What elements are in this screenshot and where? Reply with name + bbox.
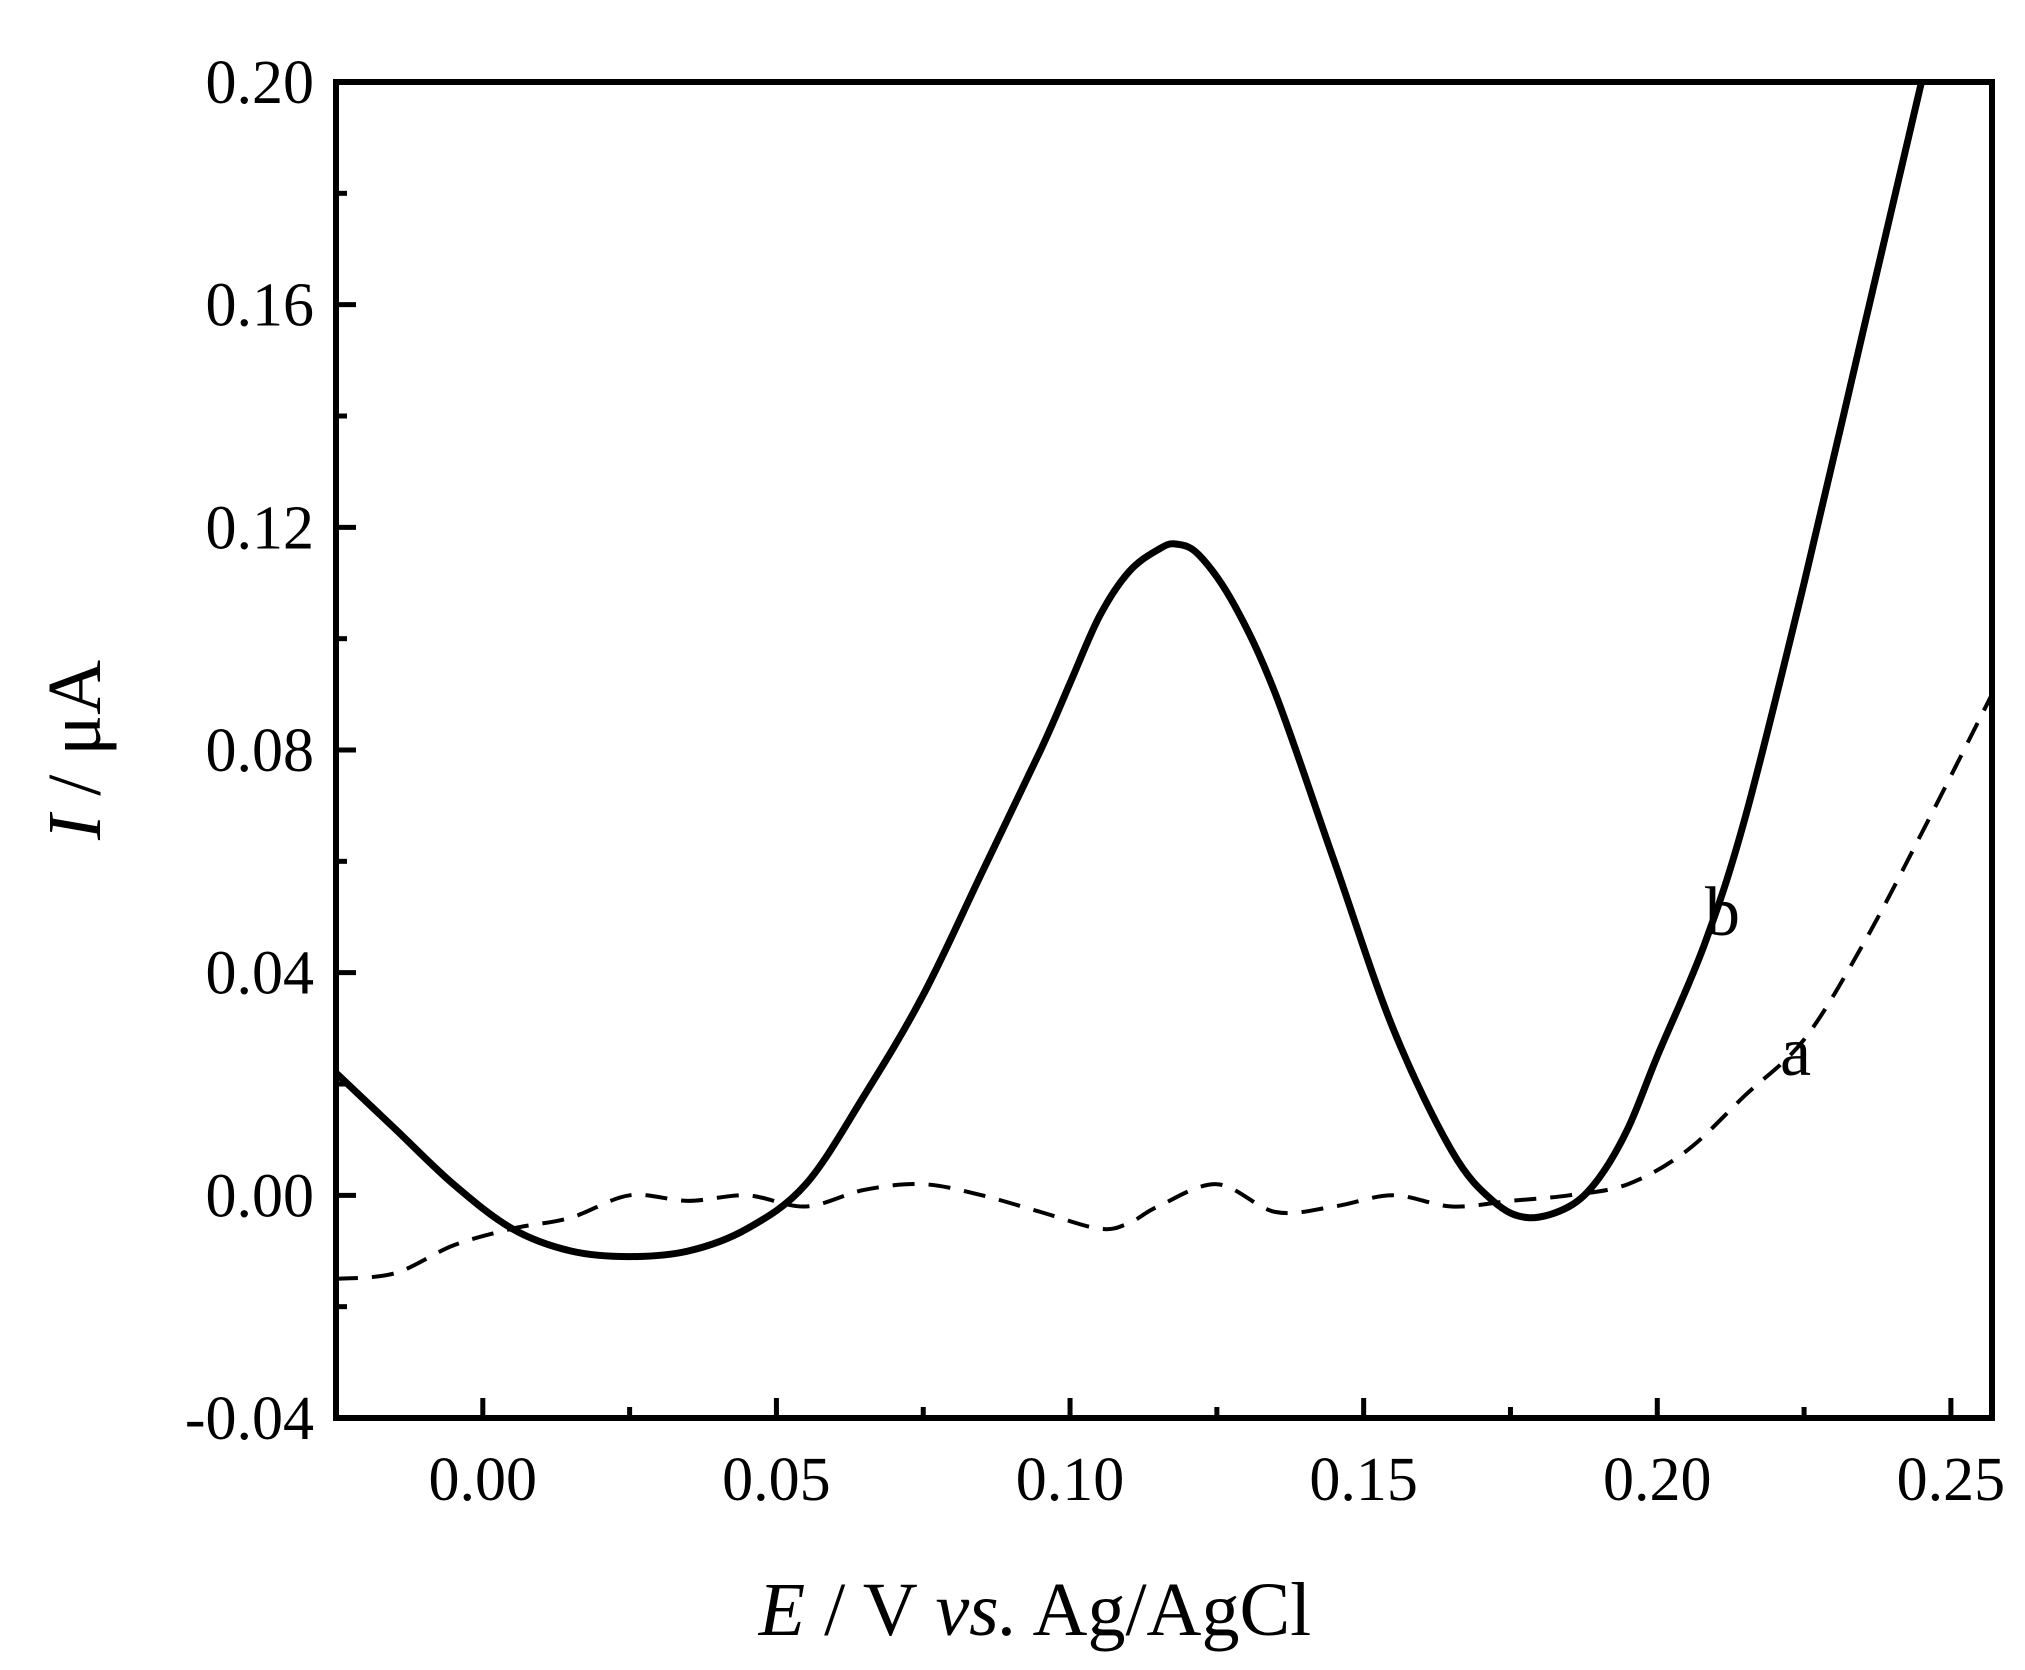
x-axis-unit: / V (805, 1568, 935, 1652)
y-tick-label: 0.00 (206, 1162, 315, 1230)
y-tick-label: 0.20 (206, 49, 315, 117)
series-a-line (336, 693, 1992, 1281)
x-axis-title: E / V vs. Ag/AgCl (758, 1568, 1312, 1652)
x-tick-label: 0.05 (722, 1446, 831, 1514)
x-tick-label: 0.15 (1309, 1446, 1418, 1514)
y-axis-title: I / μA (33, 660, 117, 841)
x-tick-label: 0.25 (1897, 1446, 2006, 1514)
y-axis-unit: / μA (33, 660, 117, 815)
series-a-label: a (1780, 1014, 1811, 1091)
series-b-line (336, 82, 1925, 1261)
x-axis-reference: Ag/AgCl (1018, 1568, 1312, 1652)
x-axis-tick-labels: 0.00 0.05 0.10 0.15 0.20 0.25 (429, 1446, 2006, 1514)
y-tick-label: -0.04 (185, 1385, 314, 1453)
y-axis-tick-labels: -0.04 0.00 0.04 0.08 0.12 0.16 0.20 (185, 49, 314, 1453)
y-tick-label: 0.08 (206, 717, 315, 785)
y-axis-ticks (336, 79, 356, 1421)
x-axis-vs: vs. (935, 1568, 1017, 1652)
plot-frame (333, 79, 1995, 1421)
x-tick-label: 0.00 (429, 1446, 538, 1514)
x-axis-symbol: E (758, 1568, 805, 1652)
x-tick-label: 0.10 (1016, 1446, 1125, 1514)
y-tick-label: 0.04 (206, 940, 315, 1008)
x-axis-ticks (480, 1398, 1954, 1418)
x-tick-label: 0.20 (1603, 1446, 1712, 1514)
y-tick-label: 0.16 (206, 272, 315, 340)
series-b-label: b (1705, 874, 1740, 951)
y-axis-symbol: I (33, 811, 117, 841)
y-tick-label: 0.12 (206, 494, 315, 562)
